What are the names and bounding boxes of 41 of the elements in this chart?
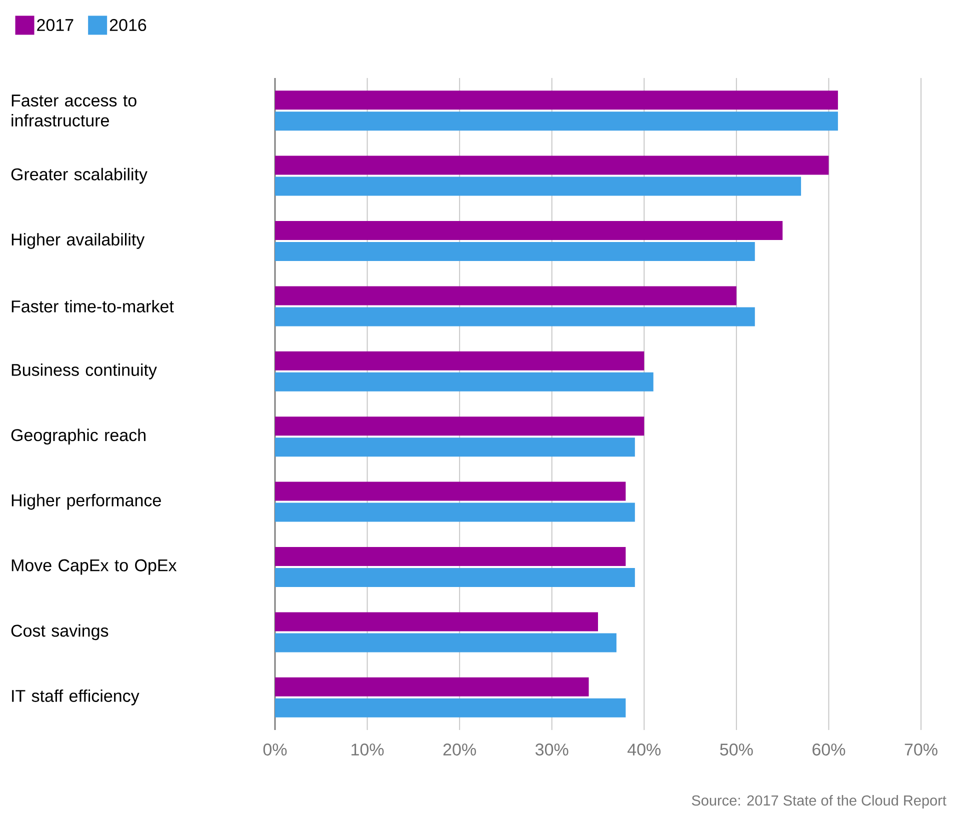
bar bbox=[275, 156, 829, 175]
x-tick-label: 20% bbox=[443, 744, 476, 756]
bar bbox=[275, 90, 838, 110]
source-note: Source: 2017 State of the Cloud Report bbox=[692, 794, 946, 808]
y-tick-label: Higher performance bbox=[12, 494, 161, 510]
bar bbox=[275, 482, 626, 501]
y-tick-label: Greater scalability bbox=[11, 168, 148, 184]
y-tick-label: Geographic reach bbox=[11, 428, 146, 445]
bar bbox=[275, 242, 755, 261]
bar bbox=[275, 351, 644, 370]
bar bbox=[275, 286, 736, 306]
y-tick-label: Move CapEx to OpEx bbox=[12, 559, 177, 575]
x-tick-label: 40% bbox=[628, 744, 661, 756]
x-tick-label: 50% bbox=[720, 744, 753, 756]
y-tick-label: Business continuity bbox=[12, 363, 157, 380]
bar bbox=[275, 698, 626, 718]
x-tick-label: 70% bbox=[904, 744, 938, 756]
bar bbox=[275, 307, 755, 326]
x-tick-label: 10% bbox=[352, 744, 384, 756]
x-tick-label: 60% bbox=[812, 744, 846, 756]
legend-label: 2016 bbox=[110, 19, 146, 32]
bar bbox=[275, 677, 589, 696]
bar bbox=[275, 438, 635, 457]
x-tick-label: 0% bbox=[263, 744, 287, 756]
bar bbox=[275, 612, 598, 632]
bar bbox=[275, 633, 616, 652]
bar bbox=[275, 176, 802, 196]
y-tick-label: Faster time-to-market bbox=[12, 300, 174, 312]
y-tick-label: Faster access to infrastructure bbox=[12, 94, 136, 127]
bar bbox=[275, 502, 635, 522]
y-tick-label: Cost savings bbox=[11, 624, 108, 640]
y-tick-label: Higher availability bbox=[12, 233, 145, 249]
legend-label: 2017 bbox=[37, 19, 74, 32]
bar bbox=[275, 568, 635, 588]
bar bbox=[275, 220, 783, 240]
bar bbox=[275, 416, 644, 436]
bar bbox=[275, 547, 626, 566]
bar bbox=[275, 372, 654, 392]
x-tick-label: 30% bbox=[535, 744, 568, 756]
y-tick-label: IT staff efficiency bbox=[12, 689, 140, 706]
bar bbox=[275, 112, 838, 131]
